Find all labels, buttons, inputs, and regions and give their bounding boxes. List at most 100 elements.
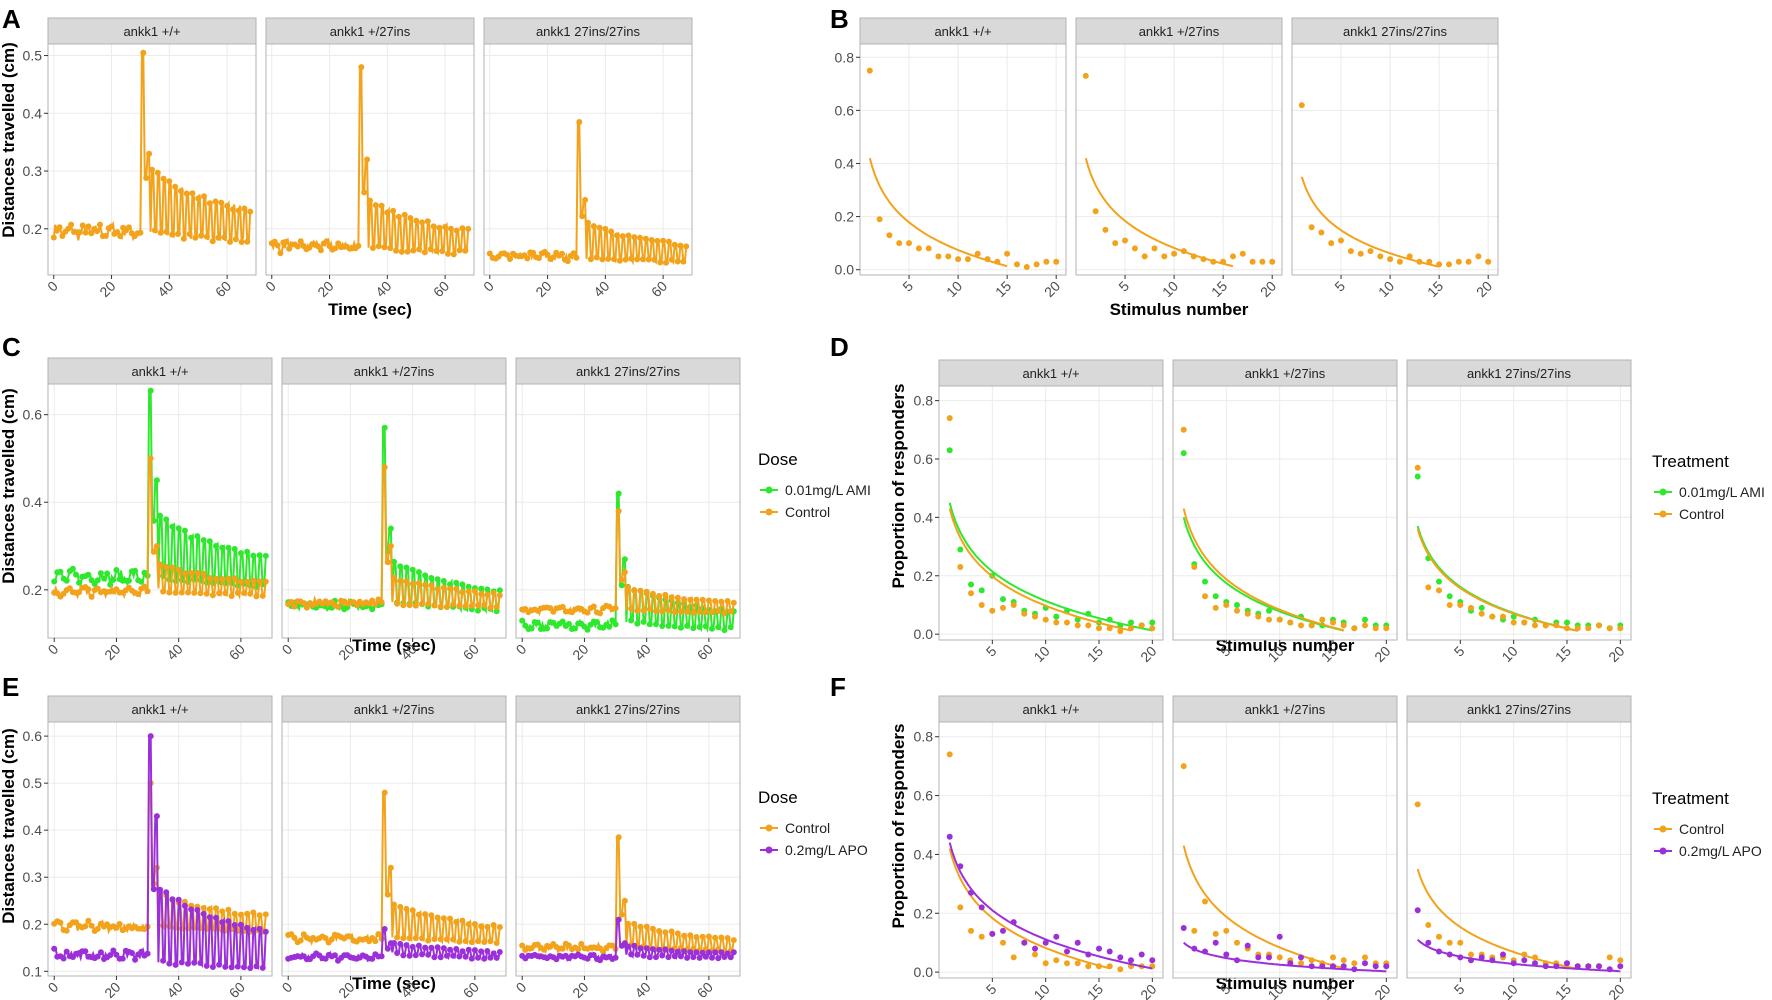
data-point bbox=[395, 213, 402, 220]
facet-panel: ankk1 +/27ins 0 20 40 60 bbox=[262, 17, 475, 300]
data-point bbox=[104, 570, 111, 577]
plot-area bbox=[1076, 44, 1282, 275]
data-point bbox=[559, 250, 565, 257]
data-point bbox=[206, 200, 213, 207]
data-point bbox=[486, 250, 493, 257]
chart-f: F Proportion of responders Stimulus number… bbox=[830, 672, 1762, 1000]
x-tick-label: 10 bbox=[1030, 981, 1052, 1000]
data-point bbox=[244, 548, 251, 555]
data-point bbox=[412, 935, 419, 942]
data-point bbox=[643, 588, 650, 595]
y-tick-label: 0.6 bbox=[23, 728, 43, 744]
data-point bbox=[76, 579, 83, 586]
data-point bbox=[640, 618, 647, 625]
facet-label: ankk1 27ins/27ins bbox=[576, 364, 681, 379]
data-point bbox=[876, 216, 883, 223]
data-point bbox=[945, 253, 952, 260]
data-point bbox=[662, 929, 669, 936]
data-point bbox=[453, 918, 460, 925]
data-point bbox=[994, 258, 1001, 265]
data-point bbox=[596, 224, 603, 231]
data-point bbox=[186, 231, 193, 238]
data-point bbox=[1478, 954, 1485, 961]
data-point bbox=[1485, 258, 1492, 265]
data-point bbox=[462, 938, 469, 944]
data-point bbox=[1287, 960, 1294, 967]
data-point bbox=[696, 609, 703, 615]
facet-strip bbox=[938, 695, 1164, 723]
data-point bbox=[231, 910, 238, 917]
data-point bbox=[50, 234, 57, 241]
data-point bbox=[1249, 258, 1256, 265]
data-point bbox=[450, 251, 457, 258]
data-point bbox=[1521, 619, 1528, 626]
fit-curve bbox=[868, 157, 1008, 268]
data-point bbox=[459, 581, 466, 588]
data-point bbox=[550, 254, 557, 261]
data-point bbox=[957, 564, 964, 570]
data-point bbox=[1330, 963, 1336, 970]
data-point bbox=[1351, 625, 1358, 632]
data-point bbox=[886, 232, 893, 239]
data-point bbox=[88, 922, 95, 929]
legend-key-point bbox=[1659, 825, 1667, 833]
data-point bbox=[1085, 622, 1092, 629]
x-tick-label: 20 bbox=[1137, 981, 1159, 1000]
data-point bbox=[107, 952, 114, 959]
data-point bbox=[1564, 960, 1570, 967]
data-point bbox=[192, 234, 199, 241]
data-point bbox=[209, 238, 216, 245]
data-point bbox=[424, 218, 431, 225]
data-point bbox=[642, 235, 649, 242]
data-point bbox=[621, 897, 628, 904]
data-point bbox=[622, 256, 629, 263]
data-point bbox=[129, 950, 135, 956]
data-point bbox=[403, 942, 410, 949]
legend: Treatment 0.01mg/L AMI Control bbox=[1652, 452, 1765, 522]
data-point bbox=[1212, 593, 1219, 600]
y-tick-label: 0.1 bbox=[23, 963, 43, 979]
data-point bbox=[369, 245, 376, 251]
data-point bbox=[222, 963, 229, 970]
data-point bbox=[1223, 951, 1230, 958]
data-point bbox=[665, 238, 672, 245]
data-point bbox=[225, 575, 232, 582]
fit-curve bbox=[948, 508, 1132, 632]
data-point bbox=[1425, 939, 1432, 946]
data-point bbox=[213, 543, 219, 549]
data-point bbox=[618, 582, 625, 589]
data-point bbox=[1521, 951, 1528, 958]
data-point bbox=[322, 935, 329, 942]
data-point bbox=[1468, 951, 1474, 958]
facet-strip bbox=[1291, 17, 1499, 45]
x-tick-label: 10 bbox=[1375, 278, 1397, 300]
facet-label: ankk1 +/27ins bbox=[1245, 702, 1326, 717]
data-point bbox=[447, 915, 453, 922]
data-point bbox=[172, 589, 179, 596]
data-point bbox=[1092, 208, 1099, 215]
panel-letter: B bbox=[830, 4, 849, 34]
data-point bbox=[180, 235, 187, 242]
data-point bbox=[1414, 473, 1421, 480]
data-point bbox=[615, 916, 622, 923]
data-point bbox=[1489, 613, 1496, 620]
x-tick-label: 60 bbox=[460, 979, 482, 1000]
data-point bbox=[372, 202, 379, 209]
data-point bbox=[256, 552, 263, 559]
data-point bbox=[387, 525, 394, 532]
data-point bbox=[197, 960, 204, 966]
data-point bbox=[968, 889, 974, 896]
x-tick-label: 20 bbox=[101, 979, 123, 1000]
data-point bbox=[465, 921, 472, 928]
data-point bbox=[493, 940, 500, 946]
data-point bbox=[634, 620, 641, 627]
x-tick-label: 60 bbox=[694, 641, 716, 663]
data-point bbox=[989, 607, 996, 614]
data-point bbox=[1606, 954, 1613, 961]
data-point bbox=[462, 247, 469, 254]
data-point bbox=[203, 962, 210, 969]
data-point bbox=[1255, 954, 1262, 961]
data-point bbox=[1117, 628, 1124, 635]
data-point bbox=[440, 915, 447, 922]
data-point bbox=[125, 577, 132, 584]
